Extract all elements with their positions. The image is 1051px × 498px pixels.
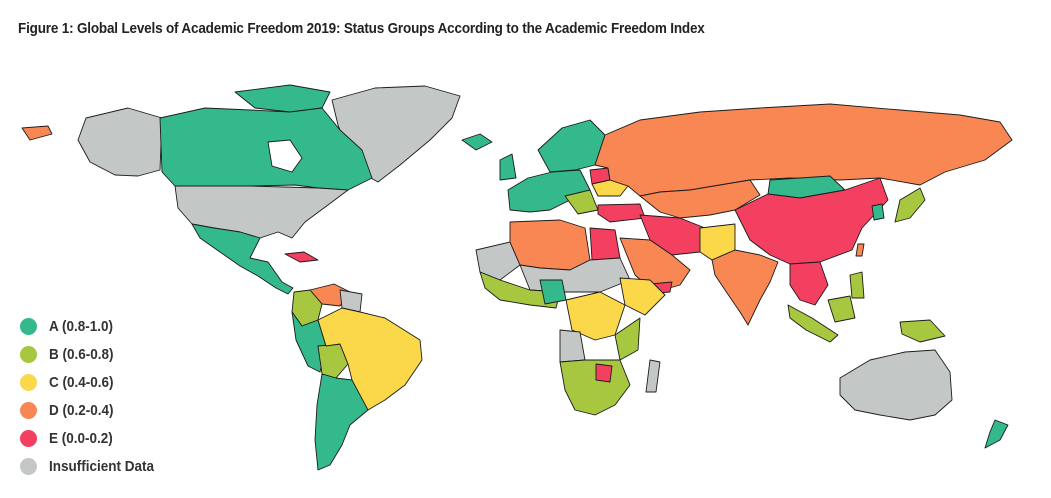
legend-item: A (0.8-1.0) xyxy=(20,312,166,340)
region-australia xyxy=(839,349,953,421)
region-chukotka-west xyxy=(21,125,53,141)
region-zimbabwe xyxy=(595,363,613,383)
region-china xyxy=(734,177,889,265)
region-brazil xyxy=(317,307,423,411)
region-egypt xyxy=(589,227,621,261)
region-papua xyxy=(899,319,946,343)
region-turkey xyxy=(597,203,646,223)
region-angola xyxy=(559,329,586,363)
region-mexico xyxy=(191,223,294,295)
legend-label: B (0.6-0.8) xyxy=(49,345,114,363)
legend-label: D (0.2-0.4) xyxy=(49,401,114,419)
legend-label: Insufficient Data xyxy=(49,457,155,475)
region-central-asia xyxy=(639,179,761,219)
legend-swatch xyxy=(20,401,37,419)
region-taiwan xyxy=(855,243,865,257)
region-korea xyxy=(871,203,885,221)
legend-swatch xyxy=(20,373,37,391)
region-east-africa xyxy=(614,317,641,361)
region-philippines xyxy=(849,271,865,299)
legend-swatch xyxy=(20,457,37,475)
region-cuba xyxy=(284,251,319,263)
legend-item: D (0.2-0.4) xyxy=(20,396,166,424)
region-west-africa xyxy=(479,271,561,309)
region-ukraine xyxy=(591,179,629,197)
region-indonesia xyxy=(787,304,839,343)
region-japan xyxy=(894,187,926,223)
map-legend: A (0.8-1.0) B (0.6-0.8) C (0.4-0.6) D (0.2-… xyxy=(20,312,166,480)
legend-swatch xyxy=(20,345,37,363)
region-southern-cone xyxy=(314,373,369,471)
region-iceland xyxy=(461,133,493,151)
legend-item: C (0.4-0.6) xyxy=(20,368,166,396)
legend-swatch xyxy=(20,429,37,447)
region-canada-islands xyxy=(234,84,331,113)
legend-label: A (0.8-1.0) xyxy=(49,317,114,335)
region-borneo xyxy=(827,295,856,323)
legend-item: B (0.6-0.8) xyxy=(20,340,166,368)
region-southeast-asia xyxy=(789,261,829,306)
legend-swatch xyxy=(20,317,37,335)
region-india xyxy=(711,249,779,326)
legend-item: Insufficient Data xyxy=(20,452,166,480)
legend-label: E (0.0-0.2) xyxy=(49,429,113,447)
figure-title: Figure 1: Global Levels of Academic Free… xyxy=(18,20,705,37)
region-nigeria xyxy=(539,279,567,305)
region-west-sahara xyxy=(475,241,521,281)
legend-item: E (0.0-0.2) xyxy=(20,424,166,452)
region-north-africa xyxy=(509,219,591,271)
legend-label: C (0.4-0.6) xyxy=(49,373,114,391)
region-madagascar xyxy=(645,359,661,393)
region-horn-africa xyxy=(619,277,666,316)
region-uk xyxy=(499,153,517,181)
region-alaska xyxy=(77,107,163,177)
region-southern-africa xyxy=(559,359,631,416)
region-arabia xyxy=(619,237,691,293)
region-new-zealand xyxy=(984,419,1009,449)
